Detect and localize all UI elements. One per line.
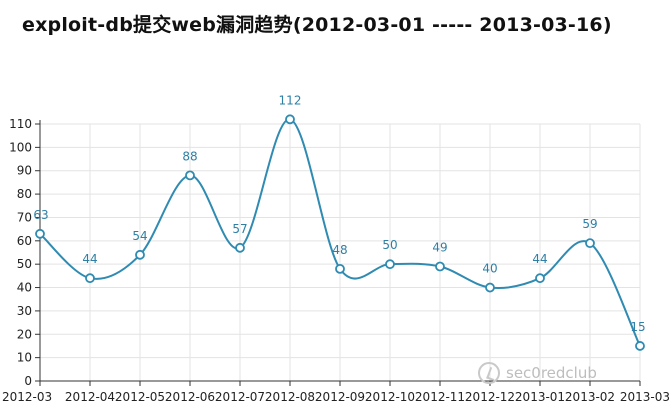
y-tick-label: 110 (9, 117, 32, 131)
data-point (335, 263, 345, 274)
x-tick-label: 2012-04 (65, 390, 115, 404)
data-label: 54 (132, 229, 147, 243)
x-tick-label: 2012-10 (365, 390, 415, 404)
x-tick-label: 2012-05 (115, 390, 165, 404)
data-point (235, 242, 245, 253)
y-tick-label: 70 (17, 210, 32, 224)
data-label: 50 (382, 238, 397, 252)
x-tick-label: 2013-03 (620, 390, 670, 404)
y-tick-label: 20 (17, 327, 32, 341)
x-tick-label: 2013-01 (515, 390, 565, 404)
y-tick-label: 40 (17, 281, 32, 295)
data-point (485, 282, 495, 293)
data-point (535, 273, 545, 284)
data-point (585, 238, 595, 249)
y-tick-label: 90 (17, 164, 32, 178)
x-tick-label: 2012-09 (315, 390, 365, 404)
x-tick-label: 2013-02 (565, 390, 615, 404)
x-tick-label: 2012-06 (165, 390, 215, 404)
data-label: 40 (482, 262, 497, 276)
y-tick-label: 100 (9, 140, 32, 154)
watermark: sec0redclub (478, 362, 597, 384)
chart-title: exploit-db提交web漏洞趋势(2012-03-01 ----- 201… (22, 14, 612, 36)
x-tick-label: 2012-03 (2, 390, 52, 404)
data-point (435, 261, 445, 272)
x-tick-label: 2012-12 (465, 390, 515, 404)
y-tick-label: 50 (17, 257, 32, 271)
data-point (285, 114, 295, 125)
data-label: 44 (532, 252, 547, 266)
data-label: 88 (182, 149, 197, 163)
data-point (385, 259, 395, 270)
data-label: 112 (279, 93, 302, 107)
x-tick-label: 2012-11 (415, 390, 465, 404)
y-tick-label: 30 (17, 304, 32, 318)
data-point (85, 273, 95, 284)
data-point (135, 249, 145, 260)
wechat-logo-icon (478, 362, 500, 384)
x-tick-label: 2012-08 (265, 390, 315, 404)
y-tick-label: 0 (24, 374, 32, 388)
data-label: 63 (33, 208, 48, 222)
data-label: 57 (232, 222, 247, 236)
y-tick-label: 60 (17, 234, 32, 248)
data-point (185, 170, 195, 181)
x-tick-label: 2012-07 (215, 390, 265, 404)
data-label: 59 (582, 217, 597, 231)
y-tick-label: 10 (17, 351, 32, 365)
data-point (635, 341, 645, 351)
y-tick-label: 80 (17, 187, 32, 201)
data-label: 15 (630, 320, 645, 334)
watermark-text: sec0redclub (506, 364, 597, 382)
data-label: 44 (82, 252, 97, 266)
data-point (35, 228, 45, 239)
data-label: 48 (332, 243, 347, 257)
data-label: 49 (432, 241, 447, 255)
